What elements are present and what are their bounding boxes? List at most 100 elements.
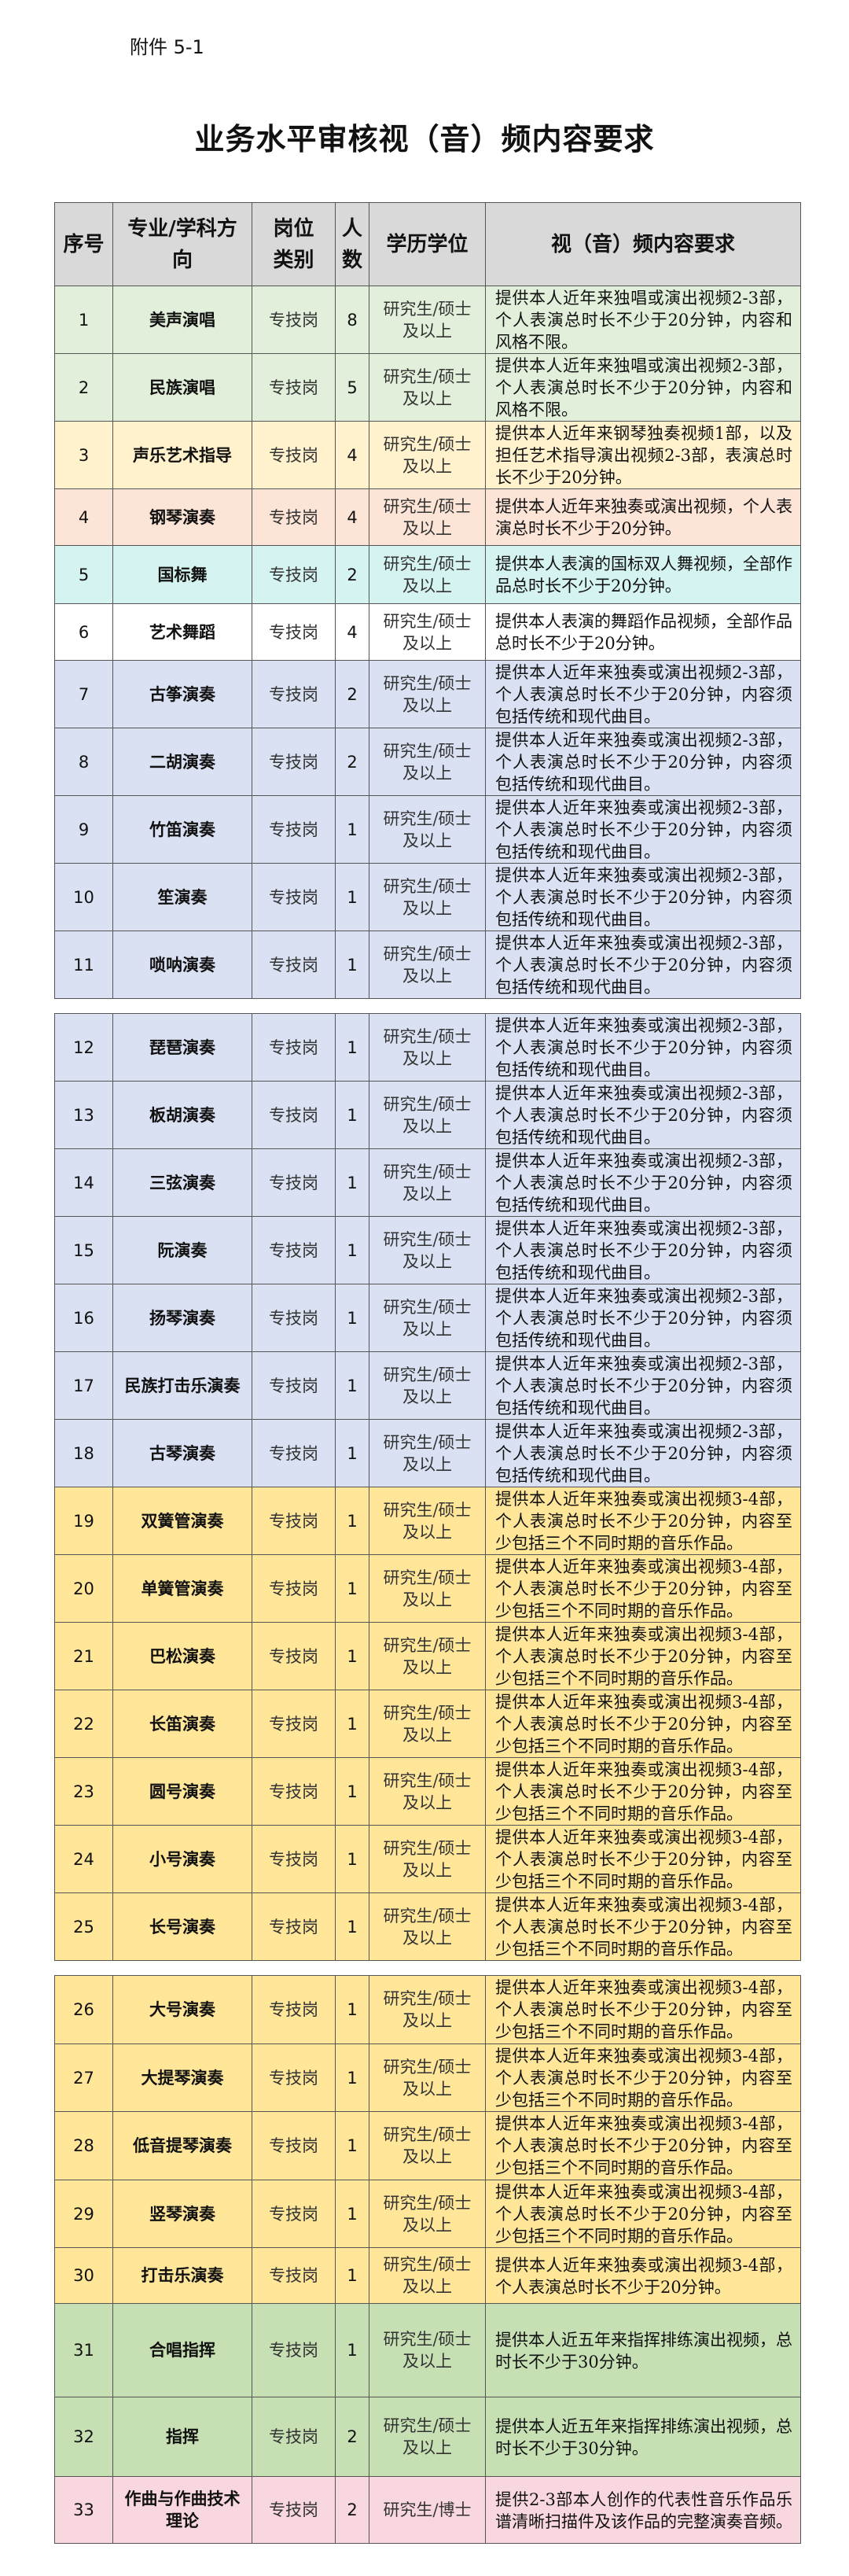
count-cell: 1	[335, 931, 369, 999]
category-cell: 专技岗	[252, 931, 336, 999]
row-number: 16	[54, 1284, 113, 1352]
degree-cell: 研究生/硕士及以上	[369, 795, 486, 864]
count-cell: 1	[335, 1825, 369, 1893]
content-cell: 提供本人近年来独奏或演出视频2-3部，个人表演总时长不少于20分钟，内容须包括传…	[485, 1351, 801, 1420]
degree-cell: 研究生/硕士及以上	[369, 2043, 486, 2112]
category-cell: 专技岗	[252, 1554, 336, 1623]
table-row: 4 钢琴演奏 专技岗 4 研究生/硕士及以上 提供本人近年来独奏或演出视频，个人表演总时长…	[54, 488, 801, 546]
category-cell: 专技岗	[252, 1892, 336, 1961]
content-cell: 提供本人近年来独奏或演出视频3-4部，个人表演总时长不少于20分钟，内容至少包括…	[485, 1825, 801, 1893]
category-cell: 专技岗	[252, 1419, 336, 1487]
table-row: 12 琵琶演奏 专技岗 1 研究生/硕士及以上 提供本人近年来独奏或演出视频2-3部，个人…	[54, 1013, 801, 1082]
major-cell: 打击乐演奏	[112, 2247, 252, 2304]
table-row: 29 竖琴演奏 专技岗 1 研究生/硕士及以上 提供本人近年来独奏或演出视频3-4部，个人…	[54, 2180, 801, 2248]
degree-cell: 研究生/硕士及以上	[369, 353, 486, 422]
table-row: 31 合唱指挥 专技岗 1 研究生/硕士及以上 提供本人近五年来指挥排练演出视频，总时长不…	[54, 2303, 801, 2397]
content-cell: 提供本人近年来独奏或演出视频2-3部，个人表演总时长不少于20分钟，内容须包括传…	[485, 795, 801, 864]
category-cell: 专技岗	[252, 1622, 336, 1690]
count-cell: 1	[335, 863, 369, 931]
content-cell: 提供2-3部本人创作的代表性音乐作品乐谱清晰扫描件及该作品的完整演奏音频。	[485, 2476, 801, 2544]
table-row: 7 古筝演奏 专技岗 2 研究生/硕士及以上 提供本人近年来独奏或演出视频2-3部，个人表…	[54, 660, 801, 728]
table-row: 20 单簧管演奏 专技岗 1 研究生/硕士及以上 提供本人近年来独奏或演出视频3-4部，个…	[54, 1554, 801, 1623]
major-cell: 作曲与作曲技术理论	[112, 2476, 252, 2544]
content-cell: 提供本人近年来独奏或演出视频2-3部，个人表演总时长不少于20分钟，内容须包括传…	[485, 1419, 801, 1487]
row-number: 14	[54, 1148, 113, 1217]
content-cell: 提供本人表演的国标双人舞视频，全部作品总时长不少于20分钟。	[485, 545, 801, 604]
count-cell: 4	[335, 603, 369, 661]
degree-cell: 研究生/硕士及以上	[369, 1148, 486, 1217]
row-number: 19	[54, 1487, 113, 1555]
degree-cell: 研究生/硕士及以上	[369, 1690, 486, 1758]
category-cell: 专技岗	[252, 488, 336, 546]
row-number: 23	[54, 1757, 113, 1826]
content-cell: 提供本人近年来独奏或演出视频3-4部，个人表演总时长不少于20分钟，内容至少包括…	[485, 2043, 801, 2112]
degree-cell: 研究生/硕士及以上	[369, 545, 486, 604]
category-cell: 专技岗	[252, 2043, 336, 2112]
table-row: 2 民族演唱 专技岗 5 研究生/硕士及以上 提供本人近年来独唱或演出视频2-3部，个人表…	[54, 353, 801, 422]
category-cell: 专技岗	[252, 728, 336, 796]
category-cell: 专技岗	[252, 1081, 336, 1149]
count-cell: 1	[335, 2111, 369, 2180]
degree-cell: 研究生/硕士及以上	[369, 1013, 486, 1082]
category-cell: 专技岗	[252, 2180, 336, 2248]
degree-cell: 研究生/硕士及以上	[369, 603, 486, 661]
row-number: 26	[54, 1975, 113, 2044]
count-cell: 1	[335, 1419, 369, 1487]
category-cell: 专技岗	[252, 660, 336, 728]
count-cell: 1	[335, 2043, 369, 2112]
major-cell: 古筝演奏	[112, 660, 252, 728]
category-cell: 专技岗	[252, 1975, 336, 2044]
major-cell: 大号演奏	[112, 1975, 252, 2044]
count-cell: 1	[335, 1081, 369, 1149]
row-number: 13	[54, 1081, 113, 1149]
count-cell: 1	[335, 1013, 369, 1082]
header-degree: 学历学位	[369, 202, 486, 286]
content-cell: 提供本人近年来独奏或演出视频2-3部，个人表演总时长不少于20分钟，内容须包括传…	[485, 1216, 801, 1284]
count-cell: 1	[335, 1892, 369, 1961]
degree-cell: 研究生/硕士及以上	[369, 2111, 486, 2180]
row-number: 12	[54, 1013, 113, 1082]
category-cell: 专技岗	[252, 1690, 336, 1758]
degree-cell: 研究生/硕士及以上	[369, 488, 486, 546]
count-cell: 1	[335, 1757, 369, 1826]
major-cell: 三弦演奏	[112, 1148, 252, 1217]
degree-cell: 研究生/硕士及以上	[369, 1487, 486, 1555]
major-cell: 琵琶演奏	[112, 1013, 252, 1082]
degree-cell: 研究生/硕士及以上	[369, 1892, 486, 1961]
category-cell: 专技岗	[252, 1013, 336, 1082]
category-cell: 专技岗	[252, 1825, 336, 1893]
row-number: 17	[54, 1351, 113, 1420]
count-cell: 1	[335, 1975, 369, 2044]
page-title: 业务水平审核视（音）频内容要求	[194, 121, 655, 157]
count-cell: 1	[335, 1351, 369, 1420]
row-number: 9	[54, 795, 113, 864]
row-number: 18	[54, 1419, 113, 1487]
row-number: 4	[54, 488, 113, 546]
content-cell: 提供本人表演的舞蹈作品视频，全部作品总时长不少于20分钟。	[485, 603, 801, 661]
table-row: 1 美声演唱 专技岗 8 研究生/硕士及以上 提供本人近年来独唱或演出视频2-3部，个人表…	[54, 286, 801, 354]
row-number: 22	[54, 1690, 113, 1758]
degree-cell: 研究生/硕士及以上	[369, 1351, 486, 1420]
major-cell: 艺术舞蹈	[112, 603, 252, 661]
category-cell: 专技岗	[252, 1351, 336, 1420]
row-number: 32	[54, 2397, 113, 2477]
requirements-table-part-2: 12 琵琶演奏 专技岗 1 研究生/硕士及以上 提供本人近年来独奏或演出视频2-3部，个人…	[54, 1013, 801, 1961]
category-cell: 专技岗	[252, 795, 336, 864]
table-row: 15 阮演奏 专技岗 1 研究生/硕士及以上 提供本人近年来独奏或演出视频2-3部，个人表…	[54, 1216, 801, 1284]
count-cell: 1	[335, 795, 369, 864]
count-cell: 2	[335, 728, 369, 796]
content-cell: 提供本人近年来独唱或演出视频2-3部，个人表演总时长不少于20分钟，内容和风格不…	[485, 353, 801, 422]
table-row: 21 巴松演奏 专技岗 1 研究生/硕士及以上 提供本人近年来独奏或演出视频3-4部，个人…	[54, 1622, 801, 1690]
table-row: 6 艺术舞蹈 专技岗 4 研究生/硕士及以上 提供本人表演的舞蹈作品视频，全部作品总时长不…	[54, 603, 801, 661]
count-cell: 1	[335, 1554, 369, 1623]
degree-cell: 研究生/硕士及以上	[369, 2397, 486, 2477]
major-cell: 指挥	[112, 2397, 252, 2477]
table-row: 3 声乐艺术指导 专技岗 4 研究生/硕士及以上 提供本人近年来钢琴独奏视频1部，以及担任…	[54, 421, 801, 489]
content-cell: 提供本人近五年来指挥排练演出视频，总时长不少于30分钟。	[485, 2397, 801, 2477]
row-number: 7	[54, 660, 113, 728]
table-row: 23 圆号演奏 专技岗 1 研究生/硕士及以上 提供本人近年来独奏或演出视频3-4部，个人…	[54, 1757, 801, 1826]
content-cell: 提供本人近年来独奏或演出视频2-3部，个人表演总时长不少于20分钟，内容须包括传…	[485, 728, 801, 796]
category-cell: 专技岗	[252, 1216, 336, 1284]
major-cell: 巴松演奏	[112, 1622, 252, 1690]
row-number: 3	[54, 421, 113, 489]
